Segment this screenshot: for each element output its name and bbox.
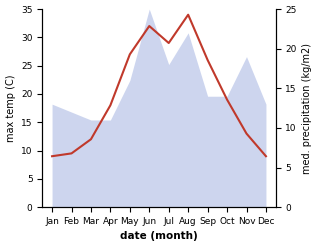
Y-axis label: med. precipitation (kg/m2): med. precipitation (kg/m2) — [302, 43, 313, 174]
X-axis label: date (month): date (month) — [120, 231, 198, 242]
Y-axis label: max temp (C): max temp (C) — [5, 74, 16, 142]
